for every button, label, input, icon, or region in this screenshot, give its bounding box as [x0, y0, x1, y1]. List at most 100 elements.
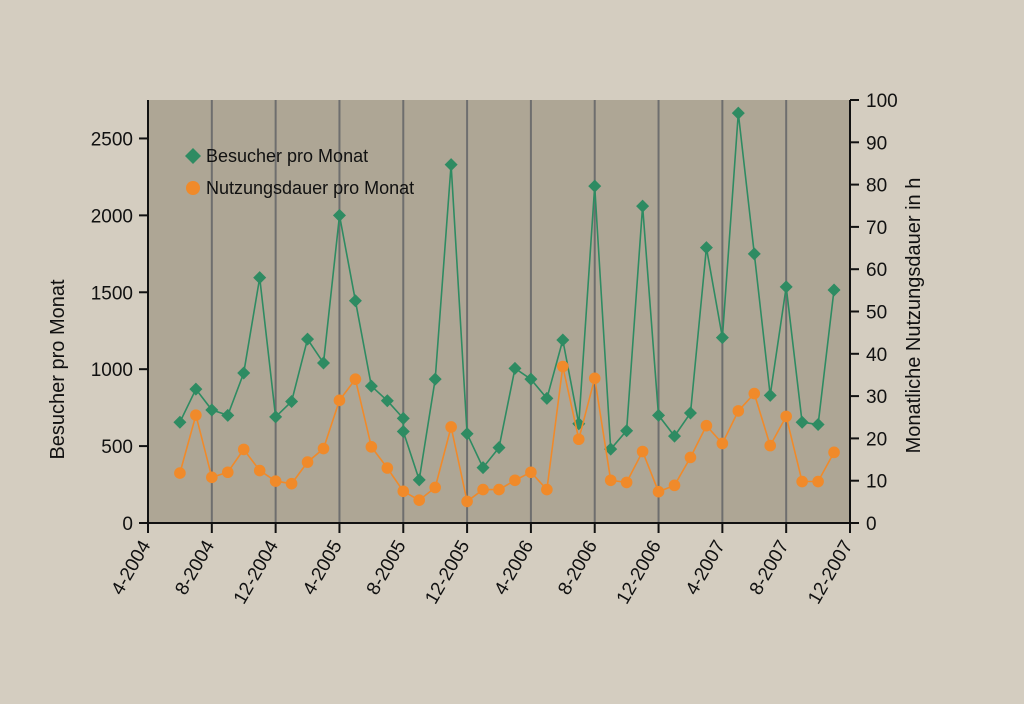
y-tick-label: 0	[122, 514, 133, 535]
y2-tick-label: 80	[866, 176, 887, 197]
data-point	[397, 485, 410, 498]
data-point	[412, 473, 426, 487]
y-axis-title: Besucher pro Monat	[47, 279, 69, 460]
data-point	[381, 462, 394, 474]
data-point	[285, 477, 298, 490]
data-point	[636, 199, 650, 213]
data-point	[317, 442, 330, 455]
data-point	[221, 408, 235, 422]
data-point	[365, 441, 378, 453]
data-point	[173, 415, 187, 429]
data-point	[429, 481, 441, 494]
data-point	[557, 360, 569, 373]
data-point	[827, 283, 841, 297]
data-point	[525, 466, 537, 479]
y2-tick-label: 20	[866, 429, 887, 450]
y2-tick-label: 10	[866, 472, 887, 493]
data-point	[683, 406, 697, 420]
y-tick-label: 1500	[91, 283, 133, 304]
data-point	[509, 474, 521, 487]
data-point	[700, 419, 713, 432]
data-point	[699, 241, 713, 255]
data-point	[588, 372, 601, 385]
data-point	[444, 158, 458, 172]
data-point	[445, 421, 457, 433]
data-point	[477, 483, 489, 496]
data-point	[811, 418, 825, 432]
y2-tick-label: 90	[866, 133, 887, 154]
legend-label: Besucher pro Monat	[206, 146, 368, 166]
data-point	[668, 479, 681, 492]
data-point	[763, 388, 777, 402]
data-point	[636, 445, 649, 458]
data-point	[174, 467, 186, 479]
y2-tick-label: 50	[866, 303, 887, 324]
data-point	[748, 387, 761, 400]
y-tick-label: 500	[101, 437, 133, 458]
data-point	[476, 461, 490, 475]
data-point	[349, 373, 362, 385]
series-layer	[173, 106, 841, 508]
y2-tick-label: 100	[866, 91, 898, 112]
data-point	[604, 474, 617, 487]
y-tick-label: 2000	[91, 206, 133, 227]
y-tick-label: 2500	[91, 129, 133, 150]
data-point	[780, 410, 792, 423]
data-point	[237, 366, 251, 380]
data-point	[460, 427, 474, 441]
data-point	[508, 361, 522, 375]
y2-axis-title: Monatliche Nutzungsdauer in h	[903, 178, 925, 454]
legend: Besucher pro Monat Nutzungsdauer pro Mona…	[185, 146, 414, 198]
data-point	[541, 483, 553, 496]
data-point	[317, 356, 330, 370]
data-point	[269, 475, 282, 487]
gridlines	[210, 100, 788, 523]
data-point	[206, 471, 218, 484]
data-point	[332, 208, 346, 222]
data-point	[731, 106, 745, 120]
data-point	[301, 332, 315, 346]
data-point	[779, 280, 793, 294]
data-point	[747, 247, 761, 261]
data-point	[461, 495, 473, 508]
series-1	[173, 106, 841, 487]
data-point	[493, 483, 505, 496]
data-point	[428, 372, 442, 386]
y2-tick-label: 70	[866, 218, 887, 239]
data-point	[556, 333, 570, 347]
data-point	[684, 451, 697, 464]
data-point	[796, 475, 808, 488]
data-point	[380, 394, 394, 408]
data-point	[588, 179, 602, 193]
data-point	[396, 411, 410, 425]
data-point	[668, 429, 681, 443]
data-point	[364, 379, 378, 393]
data-point	[795, 415, 809, 429]
data-point	[652, 408, 666, 422]
data-point	[716, 437, 729, 450]
data-point	[285, 394, 299, 408]
y2-tick-label: 60	[866, 260, 887, 281]
legend-marker	[185, 148, 201, 164]
data-point	[301, 456, 314, 468]
data-point	[205, 403, 219, 417]
data-point	[492, 441, 506, 455]
data-point	[348, 294, 362, 308]
y2-tick-label: 30	[866, 387, 887, 408]
data-point	[221, 466, 234, 479]
data-point	[190, 409, 202, 421]
data-point	[237, 443, 250, 456]
data-point	[812, 475, 824, 488]
legend-label: Nutzungsdauer pro Monat	[206, 178, 414, 198]
data-point	[715, 331, 729, 345]
y2-tick-label: 40	[866, 345, 887, 366]
data-point	[413, 494, 426, 506]
series-2	[174, 360, 840, 508]
data-point	[269, 410, 283, 424]
data-point	[524, 372, 538, 386]
y-tick-label: 1000	[91, 360, 133, 381]
data-point	[620, 424, 634, 438]
y2-tick-label: 0	[866, 514, 877, 535]
data-point	[732, 405, 745, 417]
